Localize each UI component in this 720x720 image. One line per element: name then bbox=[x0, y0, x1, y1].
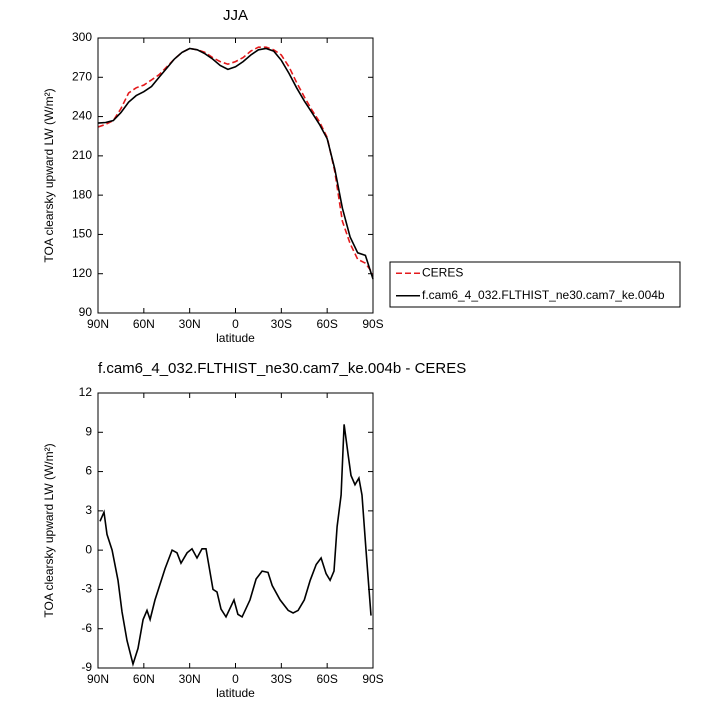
x-tick-label: 90S bbox=[362, 317, 383, 331]
plot-frame bbox=[97, 37, 374, 314]
y-tick-label: 210 bbox=[72, 148, 92, 162]
x-tick-label: 0 bbox=[232, 672, 239, 686]
y-tick-label: 240 bbox=[72, 109, 92, 123]
x-tick-label: 0 bbox=[232, 317, 239, 331]
y-tick-label: 6 bbox=[85, 464, 92, 478]
y-tick-label: 90 bbox=[79, 305, 93, 319]
x-tick-label: 90N bbox=[87, 672, 109, 686]
x-tick-label: 60S bbox=[316, 317, 337, 331]
legend-box bbox=[389, 261, 681, 308]
y-tick-label: -6 bbox=[81, 621, 92, 635]
x-tick-label: 30S bbox=[271, 672, 292, 686]
y-tick-label: 120 bbox=[72, 266, 92, 280]
y-tick-label: 180 bbox=[72, 187, 92, 201]
x-axis-label: latitude bbox=[216, 331, 255, 345]
y-tick-label: -3 bbox=[81, 582, 92, 596]
x-tick-label: 60N bbox=[133, 672, 155, 686]
data-line bbox=[97, 47, 374, 280]
chart-title: JJA bbox=[223, 7, 248, 24]
x-tick-label: 90N bbox=[87, 317, 109, 331]
plot-frame bbox=[97, 392, 374, 669]
y-tick-label: 0 bbox=[85, 542, 92, 556]
data-line bbox=[99, 424, 372, 668]
y-tick-label: 3 bbox=[85, 503, 92, 517]
y-axis-label: TOA clearsky upward LW (W/m²) bbox=[42, 443, 56, 617]
y-tick-label: 12 bbox=[79, 385, 93, 399]
x-tick-label: 90S bbox=[362, 672, 383, 686]
y-tick-label: 150 bbox=[72, 227, 92, 241]
x-tick-label: 30N bbox=[179, 672, 201, 686]
y-tick-label: 270 bbox=[72, 69, 92, 83]
x-axis-label: latitude bbox=[216, 686, 255, 700]
chart-title: f.cam6_4_032.FLTHIST_ne30.cam7_ke.004b -… bbox=[98, 360, 466, 377]
y-tick-label: 9 bbox=[85, 424, 92, 438]
x-tick-label: 60S bbox=[316, 672, 337, 686]
legend-label: f.cam6_4_032.FLTHIST_ne30.cam7_ke.004b bbox=[422, 288, 665, 302]
y-tick-label: 300 bbox=[72, 30, 92, 44]
data-line bbox=[97, 46, 374, 275]
y-tick-label: -9 bbox=[81, 660, 92, 674]
x-tick-label: 30N bbox=[179, 317, 201, 331]
x-tick-label: 60N bbox=[133, 317, 155, 331]
y-axis-label: TOA clearsky upward LW (W/m²) bbox=[42, 88, 56, 262]
legend-label: CERES bbox=[422, 265, 463, 279]
x-tick-label: 30S bbox=[271, 317, 292, 331]
